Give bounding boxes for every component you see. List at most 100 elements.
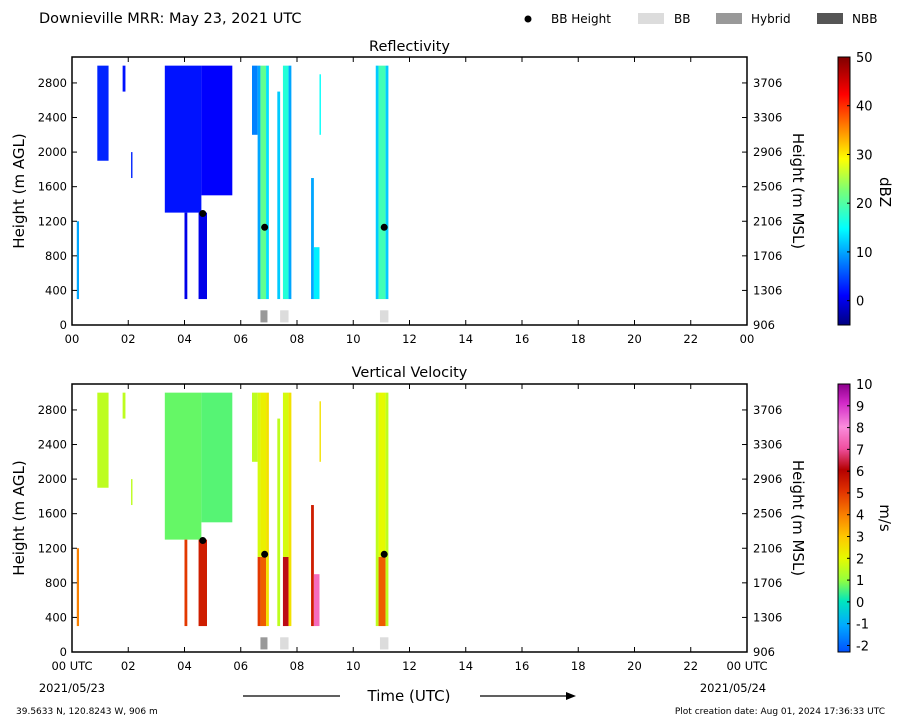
echo-cell bbox=[378, 65, 386, 300]
y-tick-label: 2000 bbox=[38, 145, 67, 159]
y-tick-label: 2400 bbox=[38, 111, 67, 125]
bb-height-point bbox=[380, 223, 388, 231]
x-tick-label: 04 bbox=[177, 332, 192, 346]
y-tick-label: 800 bbox=[45, 249, 67, 263]
y-tick-label: 400 bbox=[45, 610, 67, 624]
echo-cell bbox=[282, 65, 289, 300]
x-tick-label: 06 bbox=[233, 332, 248, 346]
echo-cell bbox=[184, 212, 188, 300]
y-tick-label-right: 1306 bbox=[753, 283, 782, 297]
x-tick-label: 18 bbox=[571, 659, 586, 673]
legend-bb-height-marker bbox=[524, 15, 532, 23]
bb-class-box-bb bbox=[280, 637, 289, 650]
y-tick-label: 1600 bbox=[38, 180, 67, 194]
echo-cell bbox=[198, 212, 207, 300]
echo-cell bbox=[282, 392, 289, 557]
echo-cell bbox=[122, 392, 126, 419]
echo-cell bbox=[311, 178, 314, 300]
colorbar-tick-label: -1 bbox=[856, 618, 869, 633]
bb-height-point bbox=[199, 536, 207, 544]
colorbar-tick-label: 10 bbox=[856, 246, 873, 261]
bb-class-box-hybrid bbox=[260, 637, 268, 650]
echo-cell bbox=[288, 392, 292, 627]
reflectivity-title: Reflectivity bbox=[369, 39, 450, 55]
vertical-velocity-echo-layer bbox=[76, 392, 389, 627]
colorbar-tick-label: 5 bbox=[856, 487, 864, 502]
y-tick-label: 2800 bbox=[38, 403, 67, 417]
bb-class-box-hybrid bbox=[260, 310, 268, 323]
bb-height-point bbox=[261, 223, 269, 231]
echo-cell bbox=[260, 65, 267, 300]
reflectivity-ylabel-right: Height (m MSL) bbox=[789, 133, 807, 249]
vertical-velocity-x-ticks: 00 UTC 02 04 06 08 10 12 14 16 18 20 22 00 UTC bbox=[51, 384, 768, 673]
echo-cell bbox=[201, 65, 233, 196]
colorbar-tick-label: 30 bbox=[856, 148, 873, 163]
reflectivity-ylabel: Height (m AGL) bbox=[10, 133, 28, 248]
y-tick-label: 400 bbox=[45, 283, 67, 297]
x-tick-label: 02 bbox=[121, 659, 136, 673]
vertical-velocity-colorbar-bar bbox=[837, 383, 851, 653]
y-tick-label: 2800 bbox=[38, 76, 67, 90]
y-tick-label-right: 2506 bbox=[753, 180, 782, 194]
y-tick-label-right: 2106 bbox=[753, 214, 782, 228]
x-tick-label: 22 bbox=[683, 659, 698, 673]
y-tick-label-right: 3706 bbox=[753, 403, 782, 417]
vertical-velocity-y-ticks-right: 906 1306 1706 2106 2506 2906 3306 3706 bbox=[742, 403, 782, 659]
x-tick-label: 08 bbox=[290, 332, 305, 346]
y-tick-label: 2000 bbox=[38, 472, 67, 486]
echo-cell bbox=[288, 65, 292, 300]
reflectivity-colorbar-label: dBZ bbox=[876, 177, 894, 207]
echo-cell bbox=[131, 152, 133, 179]
y-tick-label-right: 1706 bbox=[753, 249, 782, 263]
echo-cell bbox=[319, 401, 321, 462]
vertical-velocity-panel: Vertical Velocity 0400800120016002000240… bbox=[10, 365, 894, 673]
echo-cell bbox=[257, 65, 261, 300]
legend-bb-swatch bbox=[638, 13, 664, 24]
x-tick-label: 00 bbox=[740, 332, 755, 346]
figure-title: Downieville MRR: May 23, 2021 UTC bbox=[39, 11, 301, 27]
vertical-velocity-bb-height-layer bbox=[199, 536, 388, 558]
colorbar-tick-label: 8 bbox=[856, 422, 864, 437]
reflectivity-y-ticks: 0 400 800 1200 1600 2000 2400 2800 bbox=[38, 76, 77, 332]
y-tick-label-right: 1306 bbox=[753, 610, 782, 624]
colorbar-tick-label: 4 bbox=[856, 509, 864, 524]
colorbar-tick-label: 0 bbox=[856, 295, 864, 310]
reflectivity-x-ticks: 00 02 04 06 08 10 12 14 16 18 20 22 00 bbox=[65, 57, 755, 346]
legend-nbb-swatch bbox=[817, 13, 843, 24]
echo-cell bbox=[378, 556, 386, 627]
y-tick-label-right: 2906 bbox=[753, 145, 782, 159]
x-tick-label: 20 bbox=[627, 659, 642, 673]
legend-hybrid-swatch bbox=[716, 13, 742, 24]
colorbar-tick-label: 7 bbox=[856, 443, 864, 458]
y-tick-label: 1200 bbox=[38, 214, 67, 228]
y-tick-label-right: 906 bbox=[753, 645, 775, 659]
y-tick-label-right: 3306 bbox=[753, 438, 782, 452]
reflectivity-colorbar: 0 10 20 30 40 50 bbox=[837, 51, 873, 326]
echo-cell bbox=[252, 65, 258, 135]
legend: BB Height BB Hybrid NBB bbox=[524, 12, 877, 26]
echo-cell bbox=[122, 65, 126, 92]
bb-class-box-bb bbox=[379, 310, 389, 323]
echo-cell bbox=[266, 65, 269, 300]
echo-cell bbox=[257, 392, 261, 557]
legend-bb-height-label: BB Height bbox=[551, 12, 611, 26]
colorbar-tick-label: 10 bbox=[856, 378, 873, 393]
echo-cell bbox=[277, 91, 281, 300]
x-tick-label: 00 UTC bbox=[51, 659, 92, 673]
time-axis-label: Time (UTC) bbox=[367, 687, 451, 705]
echo-cell bbox=[260, 556, 267, 627]
colorbar-tick-label: 9 bbox=[856, 400, 864, 415]
echo-cell bbox=[198, 539, 207, 627]
reflectivity-echo-layer bbox=[76, 65, 389, 300]
legend-hybrid-label: Hybrid bbox=[751, 12, 791, 26]
vertical-velocity-colorbar: -2 -1 0 1 2 3 4 5 6 7 8 9 10 bbox=[837, 378, 873, 654]
bb-class-box-bb bbox=[280, 310, 289, 323]
echo-cell bbox=[378, 392, 386, 557]
legend-bb-label: BB bbox=[674, 12, 690, 26]
vertical-velocity-y-ticks: 0 400 800 1200 1600 2000 2400 2800 bbox=[38, 403, 77, 659]
y-tick-label: 1600 bbox=[38, 507, 67, 521]
echo-cell bbox=[201, 392, 233, 523]
y-tick-label-right: 2506 bbox=[753, 507, 782, 521]
echo-cell bbox=[252, 392, 258, 462]
